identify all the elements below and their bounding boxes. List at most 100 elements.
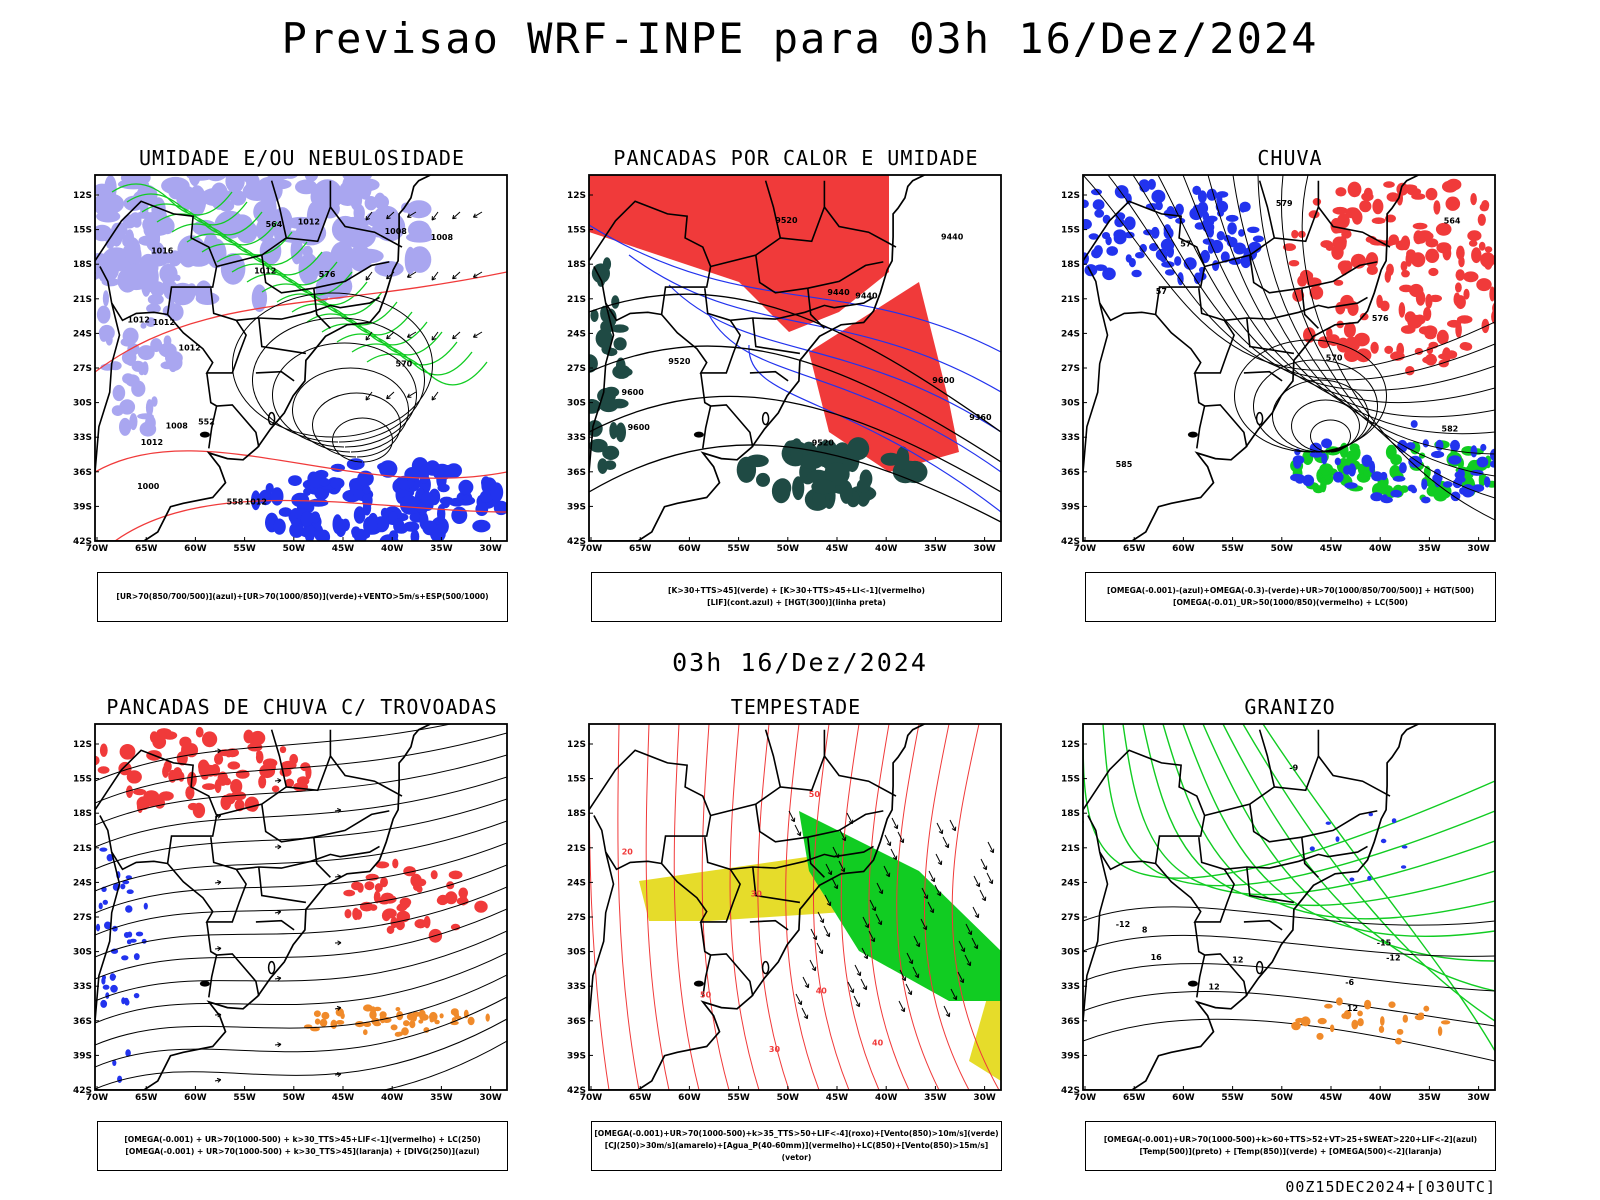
lon-label: 60W	[184, 1093, 207, 1103]
country-border	[1196, 405, 1206, 449]
hail-area	[1380, 838, 1387, 844]
wind-vector	[838, 860, 845, 872]
wind-vector	[214, 947, 222, 950]
humidity-area	[377, 462, 397, 472]
wind-vector	[973, 875, 980, 887]
thunder-area	[176, 751, 188, 766]
moisture-area	[590, 309, 599, 322]
lon-label: 55W	[233, 1093, 256, 1103]
omega-area	[1399, 284, 1414, 293]
divergence-area	[110, 984, 118, 993]
lon-label: 50W	[1271, 544, 1294, 554]
lake	[693, 980, 704, 987]
humidity-area	[373, 516, 390, 533]
divergence-area	[120, 883, 126, 890]
contour-label: 585	[1116, 460, 1133, 469]
omega-area	[1364, 999, 1372, 1010]
lon-label: 35W	[924, 544, 947, 554]
wind-vector	[334, 1073, 341, 1076]
lif-contour	[668, 284, 1001, 433]
thunder-area	[363, 1021, 372, 1027]
omega-area	[1386, 263, 1394, 276]
contour-label: 552	[198, 418, 215, 427]
wind-vector	[810, 928, 817, 940]
wind-vector-head	[337, 940, 342, 946]
moisture-area	[602, 257, 612, 271]
lat-label: 30S	[567, 948, 586, 958]
lon-label: 55W	[727, 1093, 750, 1103]
contour-label: 9440	[855, 291, 878, 300]
omega-area	[1357, 463, 1365, 475]
divergence-area	[102, 899, 108, 905]
lat-label: 39S	[73, 502, 92, 512]
country-border	[823, 206, 897, 248]
lat-label: 24S	[73, 878, 92, 888]
thunder-area	[319, 1018, 328, 1027]
thunder-area	[363, 1004, 373, 1012]
omega-area	[1351, 1019, 1359, 1030]
wind-vector-head	[472, 213, 478, 218]
omega-area	[1428, 267, 1439, 277]
wind-vector-head	[819, 918, 825, 924]
omega-area	[1220, 251, 1230, 263]
humidity-area	[168, 250, 182, 267]
thunder-area	[95, 755, 100, 766]
humidity-area	[422, 520, 438, 536]
humidity-area	[285, 216, 317, 229]
lon-label: 35W	[1418, 1093, 1441, 1103]
country-border	[1154, 837, 1235, 923]
wind-vector	[802, 976, 809, 988]
humidity-area	[419, 464, 429, 484]
thunder-area	[271, 785, 280, 793]
legend-line: [OMEGA(-0.001)+UR>70(1000-500)+k>60+TTS>…	[1103, 1135, 1478, 1144]
omega-area	[1341, 1013, 1349, 1019]
omega-area	[1489, 448, 1495, 462]
lon-label: 30W	[479, 544, 502, 554]
wind-vector-head	[855, 1002, 861, 1008]
wind-vector-head	[431, 276, 436, 281]
lat-label: 30S	[73, 948, 92, 958]
wind-vector	[883, 865, 890, 877]
contour-label: 9360	[969, 413, 992, 422]
wind-vector	[334, 875, 342, 878]
country-border	[589, 749, 712, 871]
contour-label: 30	[769, 1045, 781, 1054]
panel-title: CHUVA	[1257, 146, 1323, 170]
country-border	[216, 729, 332, 817]
humidity-area	[303, 487, 312, 496]
omega-area	[1349, 443, 1360, 452]
lat-label: 42S	[567, 1086, 586, 1096]
contour-label: 1012	[128, 316, 150, 325]
humidity-area	[183, 242, 214, 267]
thunder-area	[439, 1013, 444, 1019]
omega-area	[1139, 243, 1147, 253]
panel-title: TEMPESTADE	[730, 695, 862, 719]
omega-area	[1392, 475, 1406, 482]
humidity-area	[150, 338, 163, 353]
lon-label: 65W	[1123, 1093, 1146, 1103]
map-legend: [OMEGA(-0.001)+UR>70(1000-500)+k>35_TTS>…	[591, 1121, 1002, 1171]
lat-label: 36S	[567, 468, 586, 478]
wind-vector	[817, 911, 824, 923]
lon-label: 55W	[233, 544, 256, 554]
humidity-area	[451, 506, 468, 524]
country-border	[236, 845, 380, 871]
thunder-area	[419, 1013, 429, 1021]
humidity-area	[122, 373, 135, 384]
wind-vector-head	[967, 930, 973, 936]
humidity-area	[362, 485, 371, 495]
lat-label: 33S	[73, 433, 92, 443]
wind-vector	[473, 211, 483, 218]
wind-vector	[431, 391, 439, 401]
humidity-area	[341, 518, 350, 532]
thunder-area	[235, 769, 250, 779]
omega-area	[1423, 307, 1432, 321]
humidity-area	[364, 196, 378, 211]
omega-area	[1454, 471, 1462, 479]
wind-vector-head	[386, 214, 391, 220]
lake	[1187, 431, 1198, 438]
lon-label: 40W	[1369, 1093, 1392, 1103]
wind-vector-head	[975, 882, 981, 888]
omega-area	[1371, 471, 1383, 482]
omega-area	[1455, 322, 1462, 338]
